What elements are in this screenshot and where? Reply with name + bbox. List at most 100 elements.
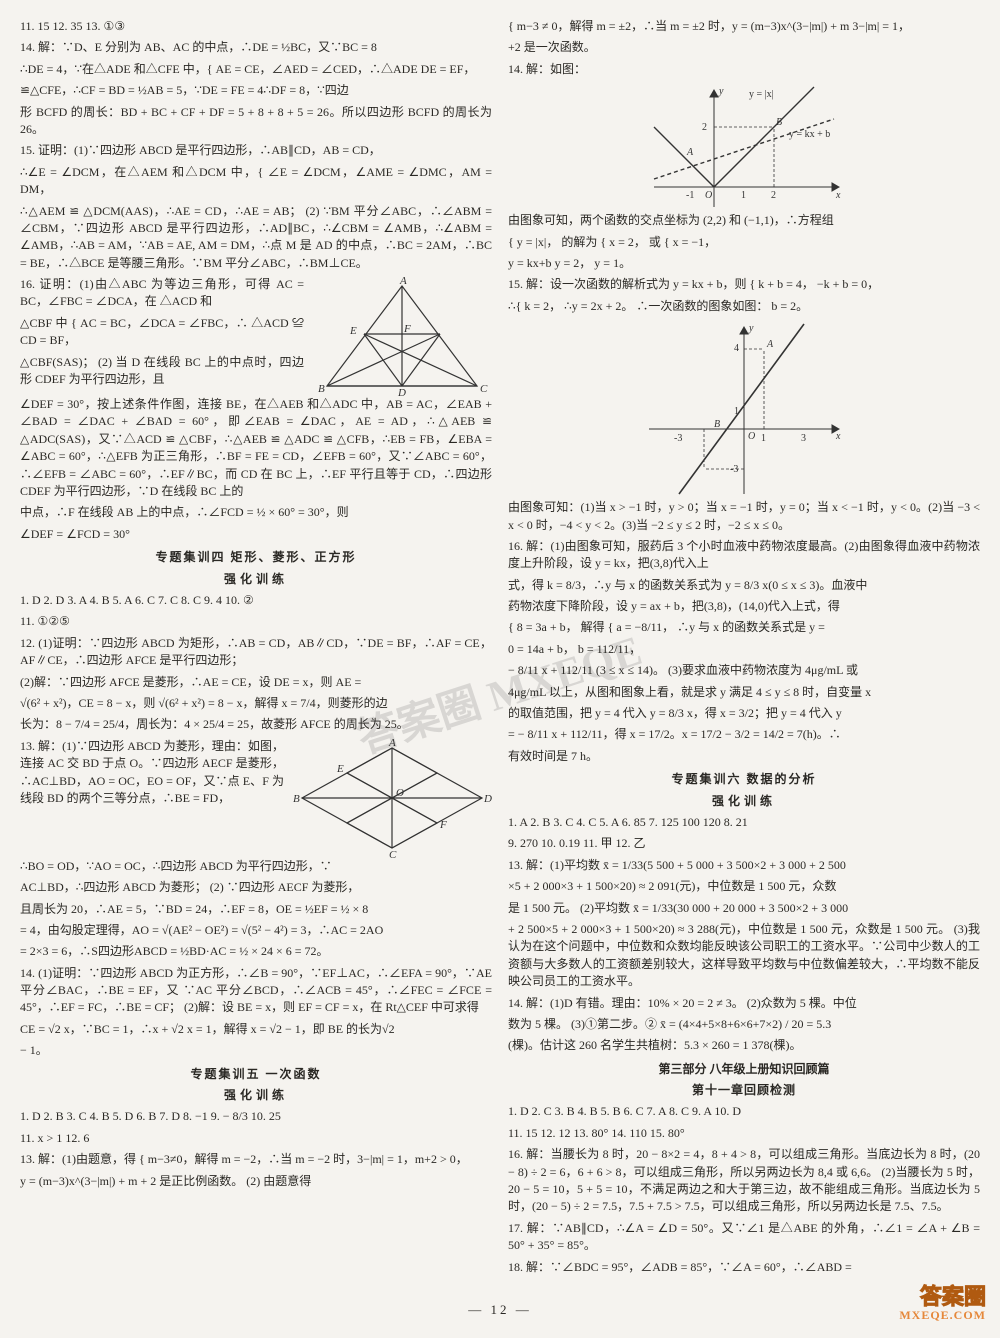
section6-title: 专题集训六 数据的分析 [508,771,980,788]
brand-url: MXEQE.COM [899,1309,986,1322]
q16r-b: 式，得 k = 8/3，∴y 与 x 的函数关系式为 y = 8/3 x(0 ≤… [508,577,980,594]
s4-q13a: 13. 解：(1)∵四边形 ABCD 为菱形，理由：如图，连接 AC 交 BD … [20,738,284,808]
s4-q12c: √(6² + x²)，CE = 8 − x，则 √(6² + x²) = 8 −… [20,695,492,712]
svg-text:x: x [835,190,841,201]
q16r-i: = − 8/11 x + 112/11，得 x = 17/2。x = 17/2 … [508,726,980,743]
s4-q14b: CE = √2 x，∵BC = 1，∴x + √2 x = 1，解得 x = √… [20,1021,492,1038]
svg-text:D: D [483,793,492,805]
ch11-ans1: 1. D 2. C 3. B 4. B 5. B 6. C 7. A 8. C … [508,1103,980,1120]
q16r-a: 16. 解：(1)由图象可知，服药后 3 个小时血液中药物浓度最高。(2)由图象… [508,538,980,573]
section6-sub: 强化训练 [508,793,980,810]
page-number: — 12 — [0,1301,1000,1320]
line-after1: 由图象可知：(1)当 x > −1 时，y > 0；当 x = −1 时，y =… [508,499,980,534]
s6-14b: 数为 5 棵。 (3)①第二步。② x̄ = (4×4+5×8+6×6+7×2)… [508,1016,980,1033]
s5-q13b: y = (m−3)x^(3−|m|) + m + 2 是正比例函数。 (2) 由… [20,1173,492,1190]
s6-13c: 是 1 500 元。 (2)平均数 x̄ = 1/33(30 000 + 20 … [508,900,980,917]
section5-sub: 强化训练 [20,1087,492,1104]
q16r-d: { 8 = 3a + b， 解得 { a = −8/11， ∴y 与 x 的函数… [508,619,980,636]
q16-line2: △CBF 中 { AC = BC，∠DCA = ∠FBC，∴ △ACD ≌ CD… [20,315,304,350]
q15r-b: ∴{ k = 2， ∴y = 2x + 2。 ∴一次函数的图象如图： b = 2… [508,298,980,315]
line-graph-figure: O A B -3 1 3 4 1 -3 x y [508,319,980,499]
s4-q13c: AC⊥BD，∴四边形 ABCD 为菱形； (2) ∵四边形 AECF 为菱形， [20,879,492,896]
q16r-f: − 8/11 x + 112/11 (3 ≤ x ≤ 14)。 (3)要求血液中… [508,662,980,679]
s6-answers: 1. A 2. B 3. C 4. C 5. A 6. 85 7. 125 10… [508,814,980,831]
q15-line3: ∴△AEM ≌ △DCM(AAS)，∴AE = CD，∴AE = AB； (2)… [20,203,492,273]
q16r-h: 的取值范围，把 y = 4 代入 y = 8/3 x，得 x = 3/2；把 y… [508,705,980,722]
s4-q13-with-figure: 13. 解：(1)∵四边形 ABCD 为菱形，理由：如图，连接 AC 交 BD … [20,738,492,858]
svg-text:E: E [336,763,344,775]
s6-13d: + 2 500×5 + 2 000×3 + 1 500×20) ≈ 3 288(… [508,921,980,991]
svg-text:B: B [714,419,720,430]
brand-cn: 答案圈 [899,1285,986,1309]
s6-14a: 14. 解：(1)D 有错。理由：10% × 20 = 2 ≠ 3。 (2)众数… [508,995,980,1012]
left-column: 11. 15 12. 35 13. ①③ 14. 解：∵D、E 分别为 AB、A… [20,18,492,1280]
page-content: 11. 15 12. 35 13. ①③ 14. 解：∵D、E 分别为 AB、A… [0,0,1000,1320]
s4-q12d: 长为：8 − 7/4 = 25/4，周长为：4 × 25/4 = 25，故菱形 … [20,716,492,733]
svg-text:E: E [349,325,357,337]
s6-row2: 9. 270 10. 0.19 11. 甲 12. 乙 [508,835,980,852]
abs-after2: { y = |x|， 的解为 { x = 2， 或 { x = −1， [508,234,980,251]
s4-q13b: ∴BO = OD，∵AO = OC，∴四边形 ABCD 为平行四边形，∵ [20,858,492,875]
svg-text:B: B [776,117,782,128]
s4-q12b: (2)解：∵四边形 AFCE 是菱形，∴AE = CE，设 DE = x，则 A… [20,674,492,691]
svg-text:C: C [480,383,488,395]
ch11-ans2: 11. 15 12. 12 13. 80° 14. 110 15. 80° [508,1125,980,1142]
section4-title: 专题集训四 矩形、菱形、正方形 [20,549,492,566]
svg-text:A: A [686,147,694,158]
svg-text:1: 1 [734,406,739,417]
s4-q13d: 且周长为 20，∴AE = 5，∵BD = 24，∴EF = 8，OE = ½E… [20,901,492,918]
svg-text:3: 3 [801,433,806,444]
s4-q13e: = 4，由勾股定理得，AO = √(AE² − OE²) = √(5² − 4²… [20,922,492,939]
legend-kxb: y = kx + b [789,129,830,140]
part3-title: 第三部分 八年级上册知识回顾篇 [508,1061,980,1078]
s5-answers: 1. D 2. B 3. C 4. B 5. D 6. B 7. D 8. −1… [20,1108,492,1125]
right-column: { m−3 ≠ 0，解得 m = ±2，∴当 m = ±2 时，y = (m−3… [508,18,980,1280]
q16r-c: 药物浓度下降阶段，设 y = ax + b，把(3,8)，(14,0)代入上式，… [508,598,980,615]
q16r-g: 4μg/mL 以上，从图和图象上看，就是求 y 满足 4 ≤ y ≤ 8 时，自… [508,684,980,701]
svg-text:2: 2 [771,190,776,201]
cont1: { m−3 ≠ 0，解得 m = ±2，∴当 m = ±2 时，y = (m−3… [508,18,980,35]
svg-text:-3: -3 [730,464,738,475]
brand: 答案圈 MXEQE.COM [899,1285,986,1322]
s5-q13a: 13. 解：(1)由题意，得 { m−3≠0，解得 m = −2，∴当 m = … [20,1151,492,1168]
s4-q12a: 12. (1)证明：∵四边形 ABCD 为矩形，∴AB = CD，AB∥CD，∵… [20,635,492,670]
ch11-18: 18. 解：∵∠BDC = 95°，∠ADB = 85°，∵∠A = 60°，∴… [508,1259,980,1276]
svg-text:A: A [766,339,774,350]
answers-11-13: 11. 15 12. 35 13. ①③ [20,18,492,35]
s6-14c: (棵)。估计这 260 名学生共植树：5.3 × 260 = 1 378(棵)。 [508,1037,980,1054]
ch11-title: 第十一章回顾检测 [508,1082,980,1099]
q14-line4: 形 BCFD 的周长：BD + BC + CF + DF = 5 + 8 + 8… [20,104,492,139]
svg-text:D: D [397,387,406,396]
svg-text:A: A [399,276,407,287]
s5-q11: 11. x > 1 12. 6 [20,1130,492,1147]
svg-text:O: O [396,787,404,799]
svg-text:A: A [388,738,396,749]
s4-answers: 1. D 2. D 3. A 4. B 5. A 6. C 7. C 8. C … [20,592,492,609]
section5-title: 专题集训五 一次函数 [20,1066,492,1083]
svg-text:4: 4 [734,343,739,354]
svg-text:-1: -1 [686,190,694,201]
q16-line1: 16. 证明：(1)由△ABC 为等边三角形，可得 AC = BC，∠FBC =… [20,276,304,311]
svg-text:1: 1 [761,433,766,444]
q14-line1: 14. 解：∵D、E 分别为 AB、AC 的中点，∴DE = ½BC，又∵BC … [20,39,492,56]
q16r-e: 0 = 14a + b， b = 112/11， [508,641,980,658]
legend-abs: y = |x| [749,89,774,100]
q16r-j: 有效时间是 7 h。 [508,748,980,765]
triangle-figure: A B C D E F [312,276,492,396]
q16-with-figure: 16. 证明：(1)由△ABC 为等边三角形，可得 AC = BC，∠FBC =… [20,276,492,396]
svg-text:y: y [748,323,754,334]
s4-q13f: = 2×3 = 6，∴S四边形ABCD = ½BD·AC = ½ × 24 × … [20,943,492,960]
svg-text:y: y [718,86,724,97]
q14-line3: ≌△CFE，∴CF = BD = ½AB = 5，∵DE = FE = 4∴DF… [20,82,492,99]
cont2: +2 是一次函数。 [508,39,980,56]
s4-q14c: − 1。 [20,1042,492,1059]
s4-q14a: 14. (1)证明：∵四边形 ABCD 为正方形，∴∠B = 90°，∵EF⊥A… [20,965,492,1017]
svg-text:x: x [835,431,841,442]
svg-text:2: 2 [702,122,707,133]
ch11-16: 16. 解：当腰长为 8 时，20 − 8×2 = 4，8 + 4 > 8，可以… [508,1146,980,1216]
q14r: 14. 解：如图： [508,61,980,78]
svg-text:B: B [293,793,300,805]
q16-line4: ∠DEF = 30°，按上述条件作图，连接 BE，在△AEB 和△ADC 中，A… [20,396,492,500]
q14-line2: ∴DE = 4，∵在△ADE 和△CFE 中，{ AE = CE，∠AED = … [20,61,492,78]
svg-text:B: B [318,383,325,395]
